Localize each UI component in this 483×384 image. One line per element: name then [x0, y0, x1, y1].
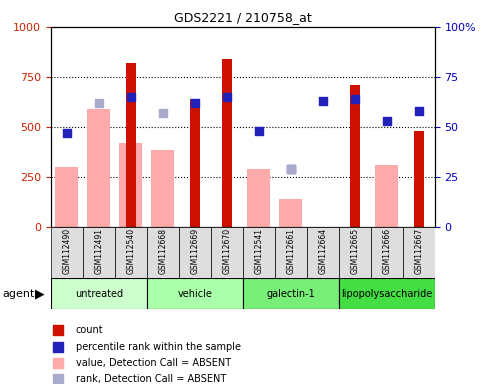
Bar	[51, 278, 147, 309]
Bar	[179, 227, 211, 278]
Bar	[339, 227, 371, 278]
Bar	[413, 131, 424, 227]
Text: GSM112540: GSM112540	[126, 228, 135, 274]
Text: rank, Detection Call = ABSENT: rank, Detection Call = ABSENT	[76, 374, 226, 384]
Bar	[151, 150, 174, 227]
Point	[55, 360, 62, 366]
Point	[287, 166, 295, 172]
Bar	[222, 59, 232, 227]
Text: GSM112490: GSM112490	[62, 228, 71, 274]
Point	[95, 100, 102, 106]
Text: lipopolysaccharide: lipopolysaccharide	[341, 289, 432, 299]
Bar	[147, 278, 243, 309]
Bar	[87, 109, 110, 227]
Bar	[247, 169, 270, 227]
Text: vehicle: vehicle	[177, 289, 212, 299]
Text: GSM112661: GSM112661	[286, 228, 295, 274]
Bar	[83, 227, 115, 278]
Point	[255, 127, 263, 134]
Text: GSM112669: GSM112669	[190, 228, 199, 274]
Text: GSM112668: GSM112668	[158, 228, 167, 274]
Text: untreated: untreated	[75, 289, 123, 299]
Text: GSM112665: GSM112665	[350, 228, 359, 274]
Text: GSM112667: GSM112667	[414, 228, 423, 274]
Point	[351, 96, 358, 102]
Point	[415, 108, 423, 114]
Bar	[55, 167, 78, 227]
Text: GSM112541: GSM112541	[254, 228, 263, 274]
Bar	[119, 143, 142, 227]
Bar	[243, 227, 275, 278]
Bar	[126, 63, 136, 227]
Point	[191, 100, 199, 106]
Bar	[147, 227, 179, 278]
Bar	[190, 99, 200, 227]
Point	[223, 94, 230, 100]
Text: value, Detection Call = ABSENT: value, Detection Call = ABSENT	[76, 358, 231, 368]
Text: GSM112666: GSM112666	[382, 228, 391, 274]
Bar	[375, 165, 398, 227]
Point	[55, 344, 62, 350]
Bar	[279, 199, 302, 227]
Text: percentile rank within the sample: percentile rank within the sample	[76, 342, 241, 352]
Bar	[339, 278, 435, 309]
Bar	[51, 227, 83, 278]
Bar	[115, 227, 147, 278]
Point	[319, 98, 327, 104]
Text: GSM112491: GSM112491	[94, 228, 103, 274]
Text: galectin-1: galectin-1	[266, 289, 315, 299]
Point	[55, 328, 62, 334]
Text: GSM112670: GSM112670	[222, 228, 231, 274]
Text: agent: agent	[2, 289, 35, 299]
Bar	[275, 227, 307, 278]
Bar	[211, 227, 243, 278]
Text: count: count	[76, 326, 103, 336]
Bar	[243, 278, 339, 309]
Bar	[371, 227, 403, 278]
Bar	[350, 85, 360, 227]
Text: GSM112664: GSM112664	[318, 228, 327, 274]
Point	[287, 166, 295, 172]
Point	[127, 94, 135, 100]
Text: ▶: ▶	[35, 287, 44, 300]
Point	[55, 376, 62, 382]
Point	[383, 118, 391, 124]
Point	[159, 110, 167, 116]
Bar	[403, 227, 435, 278]
Bar	[307, 227, 339, 278]
Title: GDS2221 / 210758_at: GDS2221 / 210758_at	[174, 11, 312, 24]
Point	[63, 130, 71, 136]
